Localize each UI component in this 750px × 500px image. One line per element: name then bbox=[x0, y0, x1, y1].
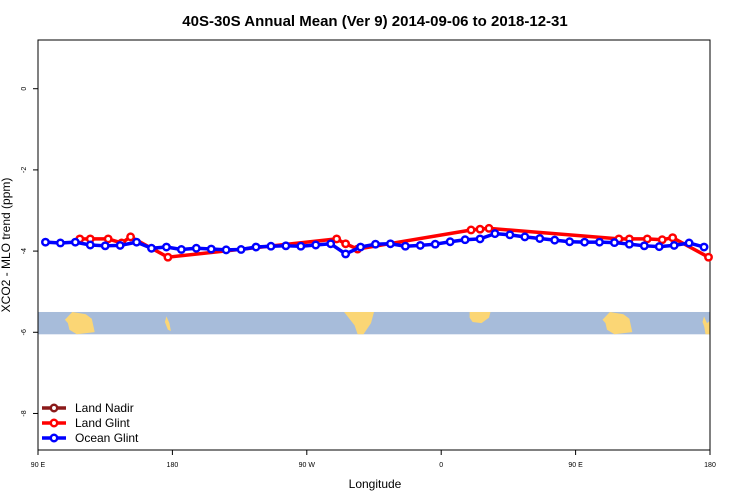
ocean-glint-point bbox=[115, 240, 125, 250]
ocean-glint-point bbox=[699, 242, 709, 252]
ocean-glint-point bbox=[132, 237, 142, 247]
ocean-glint-point bbox=[311, 240, 321, 250]
x-tick-label: 90 E bbox=[31, 462, 46, 469]
y-axis-label: XCO2 - MLO trend (ppm) bbox=[0, 178, 13, 313]
ocean-glint-point bbox=[206, 244, 216, 254]
x-axis: 90 E 180 90 W 0 90 E 180 bbox=[31, 450, 716, 469]
x-tick-label: 180 bbox=[704, 462, 716, 469]
map-strip bbox=[38, 311, 710, 335]
y-tick-label: 0 bbox=[21, 87, 28, 91]
ocean-glint-point bbox=[266, 241, 276, 251]
ocean-glint-point bbox=[371, 239, 380, 249]
ocean-glint-point bbox=[161, 242, 171, 252]
ocean-glint-point bbox=[281, 241, 291, 251]
ocean-glint-point bbox=[445, 237, 455, 247]
land-glint-point bbox=[332, 234, 342, 244]
ocean-glint-point bbox=[415, 240, 425, 250]
ocean-glint-point bbox=[475, 234, 485, 244]
land-glint-point bbox=[484, 223, 494, 233]
ocean-glint-point bbox=[400, 241, 410, 251]
ocean-glint-point bbox=[624, 239, 634, 249]
ocean-glint-point bbox=[669, 240, 679, 250]
legend-label-land-nadir: Land Nadir bbox=[75, 401, 134, 415]
land-glint-point bbox=[642, 234, 652, 244]
y-tick-label: -8 bbox=[21, 410, 28, 416]
y-tick-label: -6 bbox=[21, 329, 28, 335]
ocean-glint-point bbox=[70, 237, 80, 247]
land-glint-segment bbox=[671, 236, 710, 259]
y-tick-label: -4 bbox=[21, 248, 28, 254]
ocean-glint-point bbox=[505, 230, 515, 240]
legend-marker-ocean-glint bbox=[49, 433, 59, 443]
ocean-glint-point bbox=[430, 239, 440, 249]
legend-marker-land-glint bbox=[49, 418, 59, 428]
ocean-glint-point bbox=[326, 239, 336, 249]
ocean-band bbox=[38, 311, 710, 335]
ocean-glint-point bbox=[639, 241, 649, 251]
ocean-glint-point bbox=[385, 239, 395, 249]
legend-marker-land-nadir bbox=[49, 403, 59, 413]
ocean-glint-point bbox=[490, 229, 500, 239]
ocean-glint-point bbox=[460, 235, 470, 245]
ocean-glint-point bbox=[535, 234, 545, 243]
plot-frame bbox=[37, 39, 711, 451]
ocean-glint-point bbox=[356, 242, 366, 252]
land-glint-point bbox=[163, 252, 173, 262]
land-glint-point bbox=[126, 232, 136, 242]
ocean-glint-point bbox=[580, 237, 590, 247]
land-glint-segment bbox=[488, 226, 620, 241]
land-glint-point bbox=[103, 234, 113, 244]
land-glint-series bbox=[75, 223, 713, 262]
y-tick-label: -2 bbox=[21, 167, 28, 173]
ocean-glint-point bbox=[147, 243, 156, 253]
ocean-glint-point bbox=[100, 241, 110, 251]
x-tick-label: 0 bbox=[439, 462, 443, 469]
legend-label-ocean-glint: Ocean Glint bbox=[75, 431, 139, 445]
ocean-glint-point bbox=[236, 245, 246, 254]
ocean-glint-point bbox=[341, 249, 351, 259]
edge-land bbox=[704, 320, 710, 335]
chart-title: 40S-30S Annual Mean (Ver 9) 2014-09-06 t… bbox=[182, 13, 567, 30]
ocean-glint-point bbox=[85, 240, 95, 250]
ocean-glint-point bbox=[41, 237, 50, 247]
africa-land bbox=[469, 312, 491, 324]
ocean-glint-point bbox=[221, 245, 231, 255]
continents bbox=[64, 312, 710, 335]
land-glint-point bbox=[475, 224, 485, 234]
australia-land bbox=[64, 312, 95, 335]
ocean-glint-point bbox=[684, 238, 694, 248]
series-layer bbox=[41, 223, 713, 262]
ocean-glint-point bbox=[55, 238, 65, 248]
ocean-glint-point bbox=[565, 237, 575, 247]
ocean-glint-series bbox=[41, 229, 709, 259]
land-glint-point bbox=[657, 235, 667, 245]
legend-label-land-glint: Land Glint bbox=[75, 416, 130, 430]
x-tick-label: 180 bbox=[167, 462, 179, 469]
ocean-glint-point bbox=[191, 243, 201, 253]
ocean-glint-point bbox=[654, 242, 664, 252]
new-zealand-land bbox=[164, 316, 171, 331]
x-tick-label: 90 W bbox=[299, 462, 316, 469]
land-glint-point bbox=[704, 252, 713, 262]
x-axis-label: Longitude bbox=[349, 477, 402, 491]
ocean-glint-point bbox=[296, 241, 306, 251]
ocean-glint-point bbox=[550, 235, 560, 245]
ocean-glint-point bbox=[595, 237, 604, 247]
ocean-glint-point bbox=[251, 242, 261, 252]
south-america-land bbox=[344, 312, 374, 335]
ocean-glint-point bbox=[176, 245, 186, 254]
x-tick-label: 90 E bbox=[568, 462, 583, 469]
land-glint-point bbox=[466, 225, 476, 235]
ocean-glint-point bbox=[520, 232, 530, 242]
australia-land bbox=[602, 312, 633, 335]
land-glint-point bbox=[341, 239, 351, 249]
ocean-glint-point bbox=[609, 238, 619, 248]
land-glint-point bbox=[668, 233, 678, 243]
y-axis: 0 -2 -4 -6 -8 bbox=[21, 87, 38, 417]
